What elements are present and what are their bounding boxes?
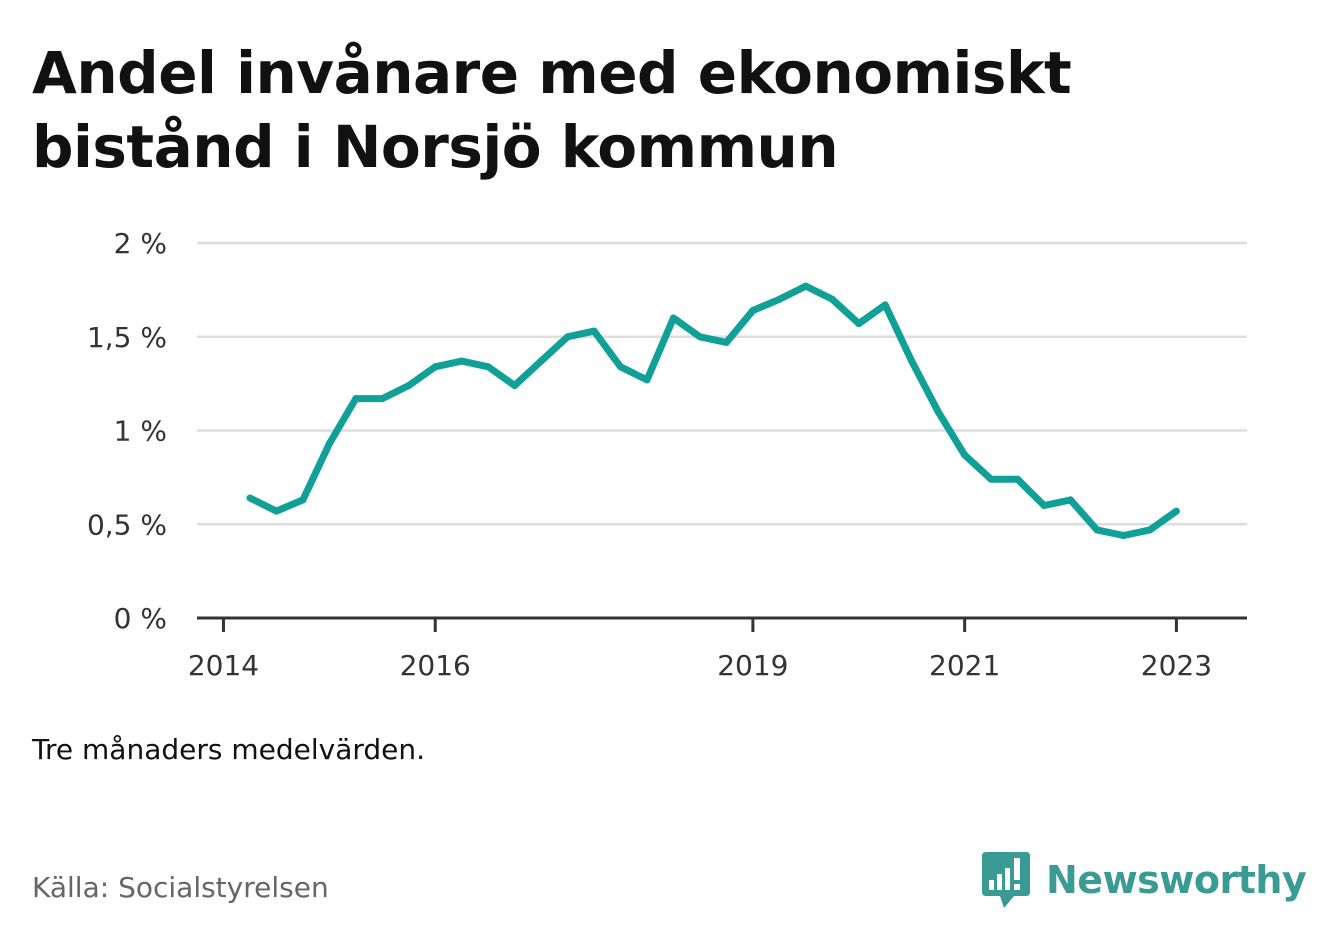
data-point (669, 314, 677, 322)
data-point (696, 333, 704, 341)
y-tick-label: 2 % (114, 227, 167, 260)
data-point (802, 282, 810, 290)
data-point (405, 382, 413, 389)
data-point (855, 320, 863, 328)
data-point (749, 307, 757, 314)
data-point (299, 496, 307, 504)
data-point (1040, 502, 1048, 509)
data-point (828, 295, 836, 303)
data-point (1146, 526, 1154, 534)
x-tick-label: 2016 (400, 649, 471, 682)
x-tick-label: 2019 (717, 649, 788, 682)
data-point (961, 451, 969, 459)
data-point (590, 327, 598, 335)
data-point (431, 363, 439, 371)
data-point (775, 295, 783, 303)
grid-lines (197, 241, 1247, 526)
data-point (643, 376, 651, 384)
chart-title: Andel invånare med ekonomiskt bistånd i … (32, 39, 1072, 181)
data-point (352, 395, 360, 403)
data-point (378, 395, 386, 403)
series-layer (246, 282, 1180, 539)
y-tick-label: 0,5 % (87, 508, 167, 541)
data-point (1067, 496, 1075, 504)
data-point (325, 440, 333, 448)
x-tick-label: 2021 (929, 649, 1000, 682)
data-point (458, 357, 466, 365)
brand-name: Newsworthy (1046, 858, 1307, 902)
data-point (484, 363, 492, 371)
data-point (564, 333, 572, 341)
brand-logo: Newsworthy (980, 848, 1307, 912)
y-tick-label: 1 % (114, 415, 167, 448)
data-point (934, 408, 942, 416)
data-point (617, 363, 625, 371)
data-point (1172, 507, 1180, 515)
data-point (1093, 526, 1101, 534)
speech-bubble-bar-chart-icon (982, 852, 1030, 908)
y-tick-label: 0 % (114, 602, 167, 635)
data-point (1014, 475, 1022, 483)
data-point (881, 301, 889, 309)
data-point (722, 338, 730, 346)
data-point (987, 475, 995, 483)
data-point (1119, 532, 1127, 539)
data-point (537, 357, 545, 365)
data-point (511, 382, 519, 389)
series-line (248, 282, 1179, 539)
source-label: Källa: Socialstyrelsen (32, 871, 329, 904)
x-tick-label: 2014 (188, 649, 259, 682)
data-point (246, 494, 254, 502)
y-tick-label: 1,5 % (87, 321, 167, 354)
data-point (272, 507, 280, 515)
line-chart: 0 % 0,5 % 1 % 1,5 % 2 % 2014 2016 2019 2021 2023 (87, 227, 1247, 682)
y-axis-labels: 0 % 0,5 % 1 % 1,5 % 2 % (87, 227, 167, 635)
x-axis (197, 616, 1247, 632)
x-tick-label: 2023 (1141, 649, 1212, 682)
x-axis-labels: 2014 2016 2019 2021 2023 (188, 649, 1212, 682)
data-point (908, 357, 916, 365)
chart-note: Tre månaders medelvärden. (32, 733, 426, 766)
